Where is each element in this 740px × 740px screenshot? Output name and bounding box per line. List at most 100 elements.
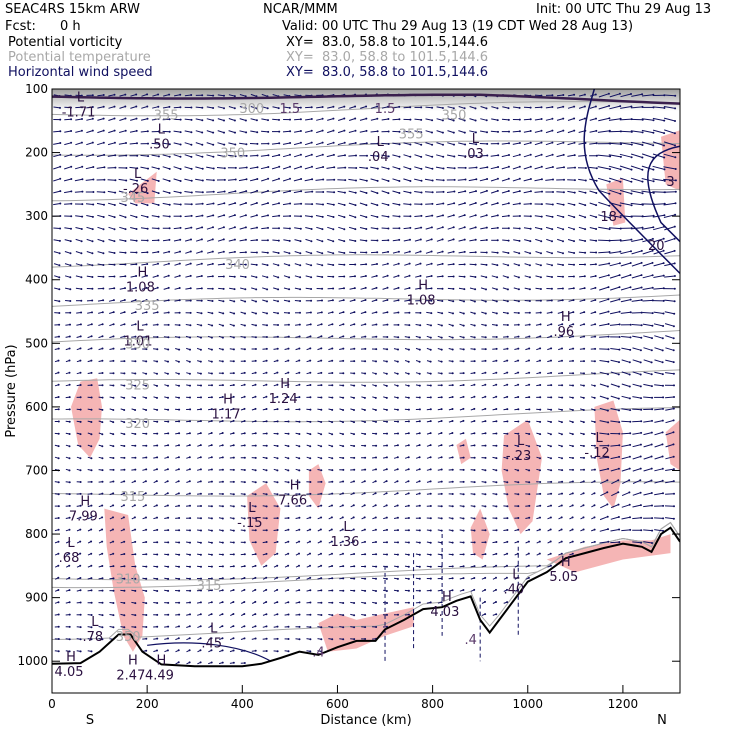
wind-vector-head	[607, 421, 610, 424]
wind-vector-head	[309, 516, 312, 519]
wind-vector-head	[593, 492, 596, 495]
wind-vector	[118, 142, 127, 145]
wind-vector-head	[70, 165, 73, 168]
wind-vector-head	[166, 372, 169, 375]
wind-vector-head	[407, 504, 410, 507]
wind-vector	[414, 239, 421, 242]
wind-vector-head	[123, 372, 126, 375]
wind-vector-head	[255, 119, 258, 122]
wind-vector-head	[178, 274, 181, 277]
wind-vector	[589, 106, 597, 109]
wind-vector	[610, 395, 619, 400]
wind-vector-head	[584, 251, 587, 254]
wind-vector-head	[58, 252, 61, 255]
wind-vector	[238, 167, 247, 169]
wind-vector-head	[608, 104, 611, 107]
wind-vector-head	[606, 479, 609, 482]
wind-vector	[294, 118, 301, 121]
wind-vector	[523, 190, 531, 194]
wind-vector	[216, 167, 225, 169]
wind-vector-head	[201, 106, 204, 109]
wind-vector	[556, 142, 564, 146]
wind-vector-head	[101, 457, 104, 460]
wind-vector	[228, 94, 235, 97]
wind-vector-head	[320, 552, 322, 555]
wind-vector-head	[113, 252, 116, 254]
wind-vector-head	[90, 492, 93, 495]
wind-vector-head	[571, 504, 574, 507]
wind-vector-head	[473, 529, 476, 532]
theta-contour-325	[52, 369, 680, 383]
wind-vector-head	[409, 131, 412, 134]
wind-vector-head	[321, 117, 324, 120]
wind-vector-head	[276, 552, 279, 555]
wind-vector	[151, 166, 159, 170]
wind-vector-head	[375, 420, 377, 423]
wind-vector-head	[112, 457, 115, 459]
wind-vector-head	[408, 262, 411, 265]
wind-vector	[228, 251, 235, 254]
wind-vector-head	[287, 517, 290, 519]
wind-vector-head	[442, 190, 445, 193]
wind-vector-head	[475, 143, 478, 146]
wind-vector-head	[210, 420, 213, 422]
wind-vector-head	[608, 117, 611, 120]
wind-vector-head	[277, 107, 280, 110]
wind-vector-head	[354, 275, 356, 278]
wind-vector-head	[276, 613, 279, 616]
wind-vector	[97, 142, 104, 146]
wind-vector	[130, 214, 137, 218]
wind-vector-head	[243, 444, 246, 447]
wind-vector	[64, 203, 72, 205]
wind-vector	[598, 214, 610, 219]
wind-vector	[556, 166, 565, 169]
wind-vector	[403, 130, 411, 133]
wind-vector-head	[343, 105, 346, 108]
wind-vector-head	[473, 553, 476, 556]
wind-vector-head	[518, 239, 521, 242]
wind-vector	[512, 190, 520, 194]
wind-vector-head	[440, 480, 443, 483]
wind-vector-head	[146, 192, 149, 195]
wind-vector	[589, 263, 596, 266]
pv-fill-9	[546, 534, 671, 573]
wind-vector-head	[320, 371, 323, 374]
wind-vector-head	[652, 226, 655, 229]
wind-vector	[85, 179, 94, 181]
wind-vector-head	[595, 216, 598, 219]
wind-vector	[217, 191, 225, 193]
wind-vector-head	[80, 311, 83, 314]
wind-vector-head	[418, 396, 421, 399]
wind-vector-head	[90, 552, 93, 555]
wind-vector	[436, 130, 444, 134]
wind-vector-head	[652, 119, 655, 122]
wind-vector-head	[561, 492, 563, 495]
wind-vector	[119, 214, 126, 218]
wind-vector	[260, 166, 269, 170]
wind-vector-head	[484, 348, 487, 351]
wind-vector-head	[310, 288, 313, 290]
wind-vector	[184, 191, 192, 193]
wind-vector-head	[517, 396, 520, 398]
wind-vector-head	[651, 324, 654, 327]
wind-vector-head	[652, 180, 655, 183]
wind-vector-head	[243, 588, 246, 591]
wind-vector	[609, 189, 621, 195]
wind-vector-head	[462, 407, 465, 410]
wind-vector-head	[59, 142, 62, 144]
wind-vector	[578, 118, 586, 121]
wind-vector	[556, 130, 564, 134]
wind-vector	[86, 142, 93, 146]
wind-vector	[271, 142, 280, 145]
wind-vector-head	[527, 564, 530, 567]
wind-vector	[272, 178, 280, 182]
wind-vector-head	[59, 190, 62, 193]
wind-vector-head	[320, 492, 323, 495]
wind-vector-head	[353, 372, 356, 375]
wind-vector-head	[310, 276, 313, 279]
wind-vector-head	[244, 251, 247, 254]
wind-vector	[294, 94, 301, 97]
wind-vector-head	[342, 299, 345, 302]
theta-contour-320	[52, 407, 680, 423]
wind-vector-head	[113, 263, 116, 266]
